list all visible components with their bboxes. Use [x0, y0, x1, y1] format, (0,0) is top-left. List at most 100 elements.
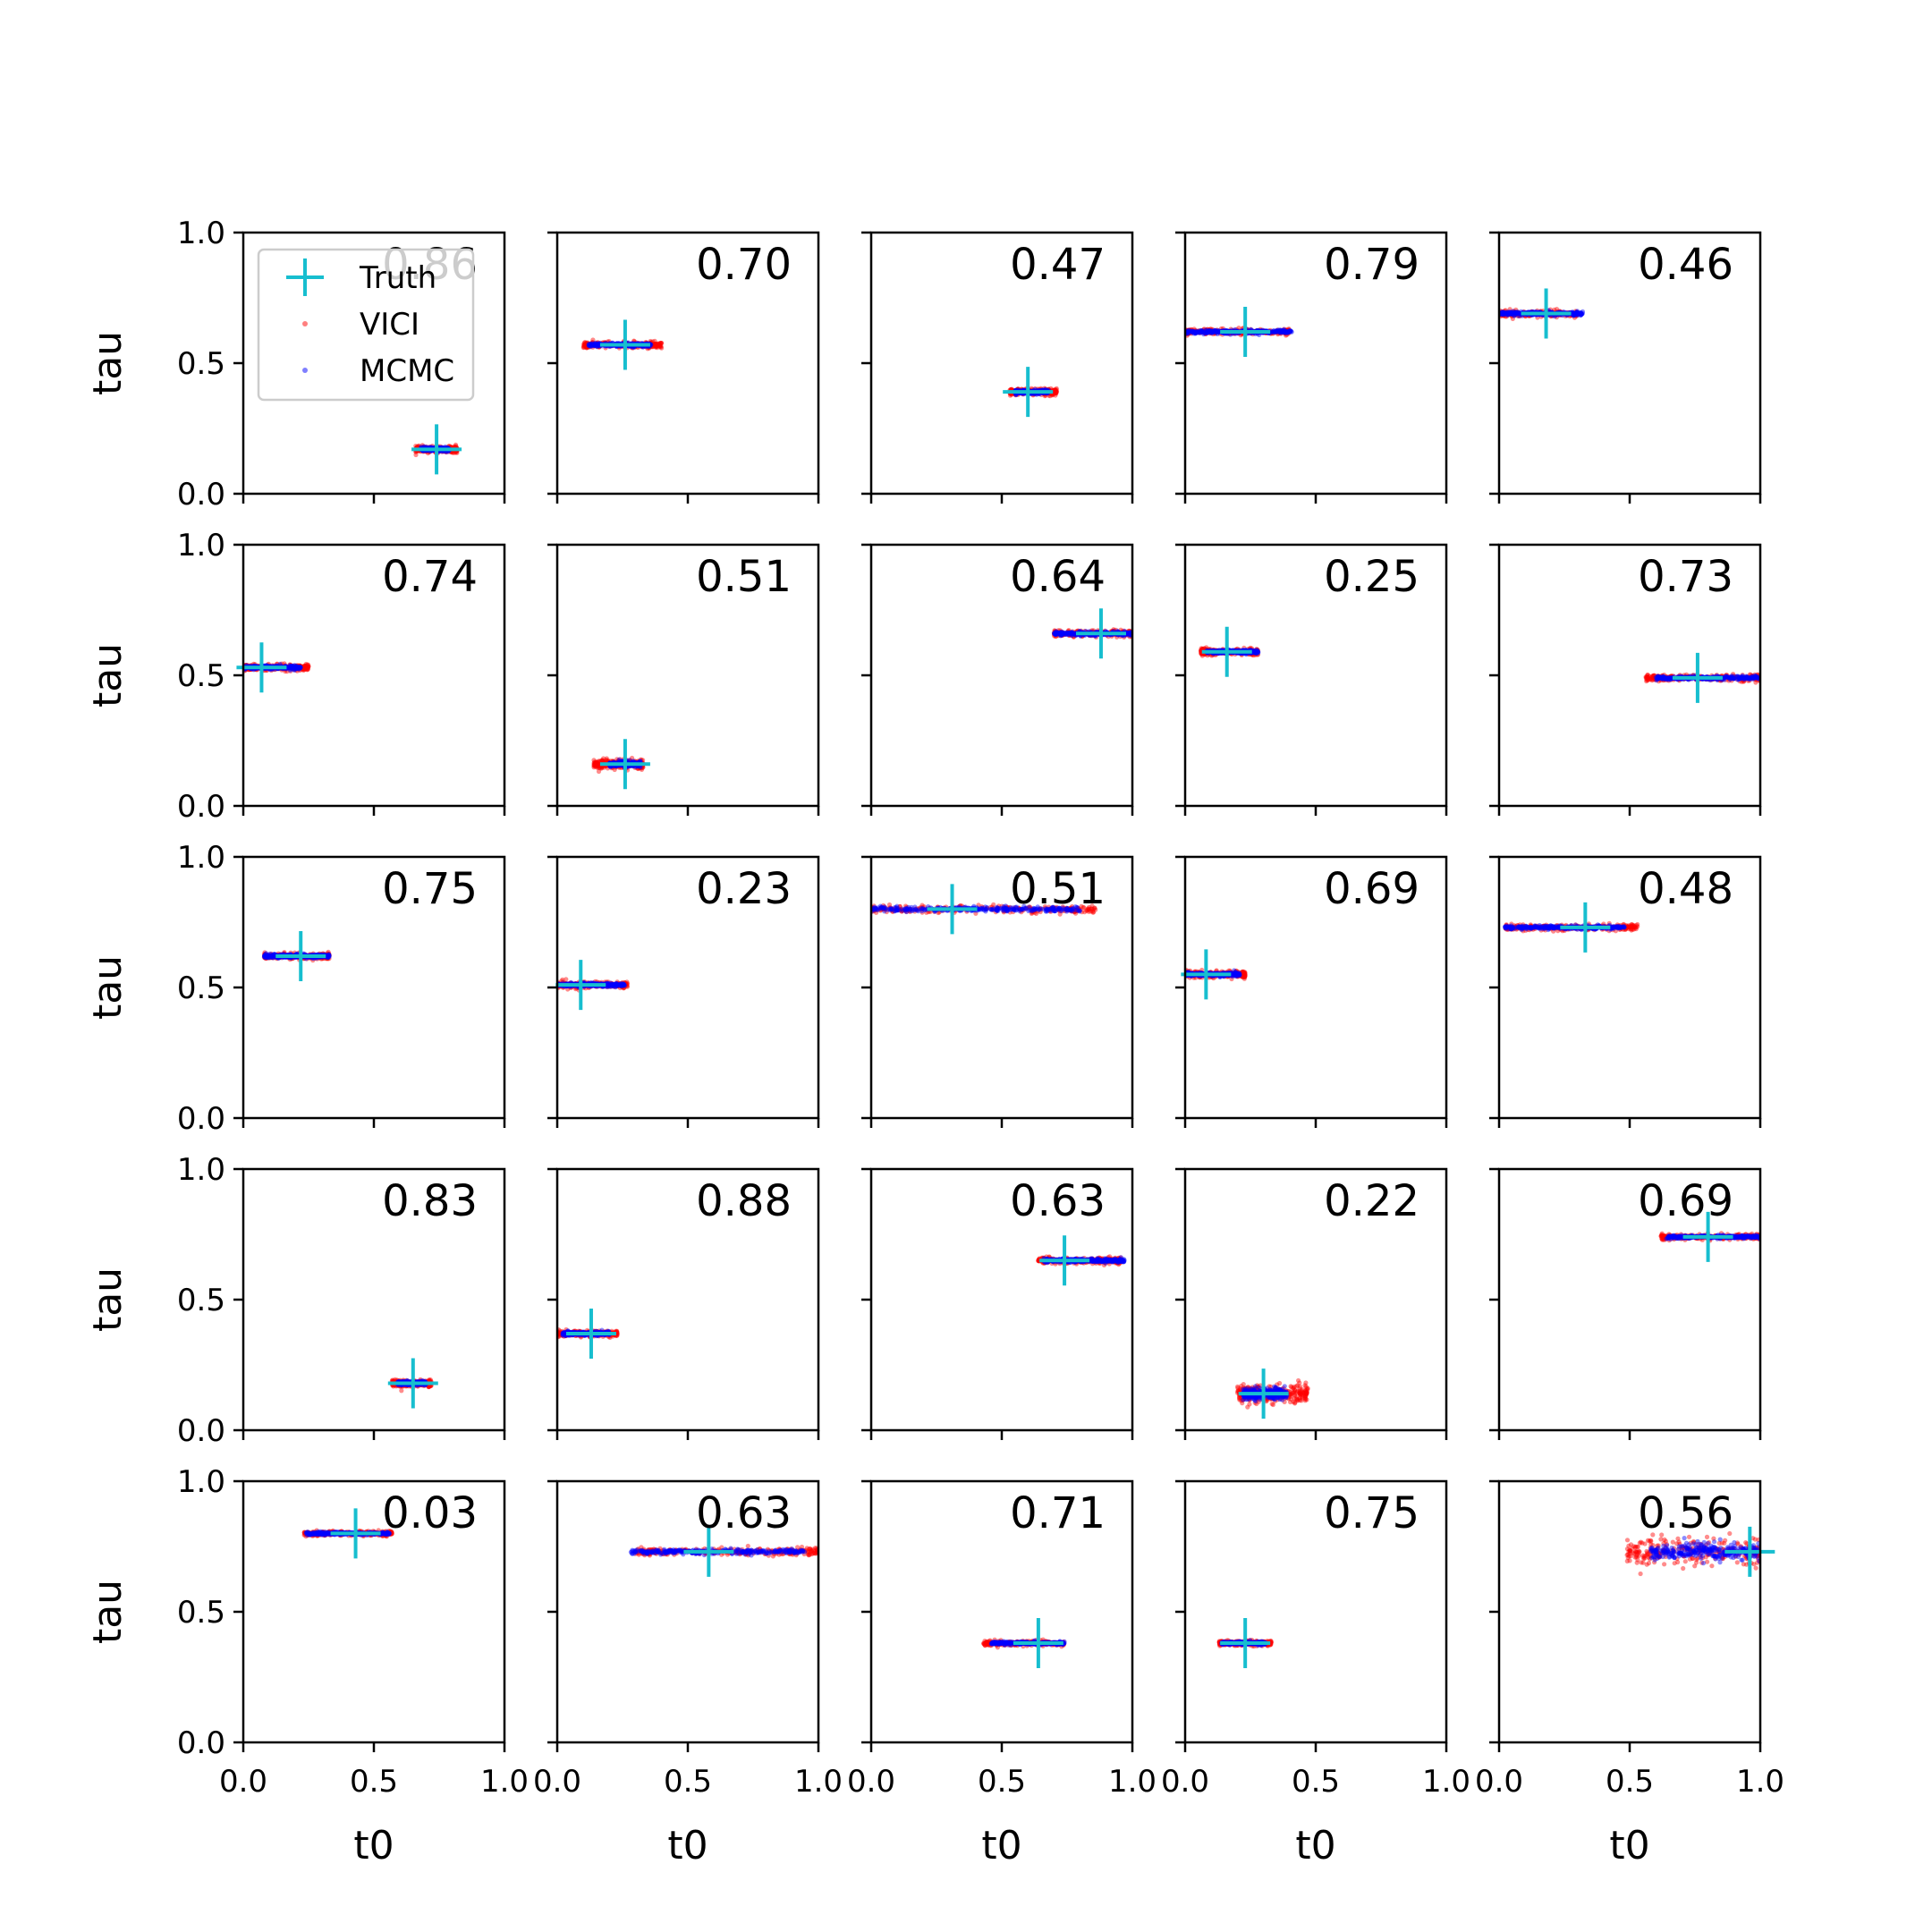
vici-point: [599, 765, 605, 770]
mcmc-point: [1190, 328, 1195, 334]
mcmc-point: [1055, 630, 1061, 636]
vici-point: [1201, 646, 1207, 651]
mcmc-point: [1215, 329, 1220, 335]
vici-point: [1250, 649, 1256, 655]
mcmc-point: [1505, 312, 1511, 318]
vici-point: [1238, 333, 1243, 338]
vici-point: [582, 340, 588, 345]
mcmc-point: [1195, 329, 1200, 335]
mcmc-point: [1276, 329, 1282, 335]
vici-point: [1015, 386, 1021, 392]
vici-point: [297, 665, 302, 671]
mcmc-point: [1067, 631, 1072, 636]
vici-point: [1507, 309, 1513, 315]
vici-point: [1007, 393, 1013, 398]
vici-point: [1200, 328, 1206, 334]
vici-point: [1043, 386, 1048, 392]
vici-point: [1199, 646, 1205, 652]
mcmc-point: [1204, 329, 1209, 335]
mcmc-point: [1126, 631, 1131, 637]
mcmc-point: [1278, 330, 1284, 335]
vici-point: [596, 343, 601, 349]
mcmc-point: [1513, 311, 1519, 317]
vici-point: [1254, 649, 1259, 655]
vici-point: [1211, 328, 1216, 334]
vici-point: [1066, 628, 1072, 633]
vici-point: [1053, 393, 1058, 398]
vici-point: [591, 762, 597, 768]
vici-point: [1574, 313, 1580, 318]
mcmc-point: [1571, 311, 1576, 317]
vici-point: [291, 664, 296, 669]
vici-point: [1513, 312, 1519, 318]
mcmc-point: [1506, 310, 1513, 316]
vici-point: [635, 758, 640, 764]
vici-point: [453, 442, 459, 447]
mcmc-point: [1499, 311, 1504, 317]
mcmc-point: [1499, 310, 1505, 317]
vici-point: [1210, 652, 1216, 657]
vici-point: [619, 765, 624, 771]
vici-point: [582, 343, 589, 348]
vici-point: [586, 343, 591, 348]
vici-point: [1255, 648, 1260, 654]
vici-point: [1053, 630, 1058, 635]
vici-point: [1068, 632, 1073, 638]
mcmc-point: [1574, 310, 1580, 316]
mcmc-point: [1278, 330, 1284, 335]
mcmc-point: [1201, 330, 1207, 335]
mcmc-point: [1579, 311, 1584, 317]
mcmc-point: [1272, 329, 1278, 335]
mcmc-point: [1278, 327, 1284, 333]
vici-point: [1513, 309, 1518, 315]
mcmc-point: [588, 342, 593, 347]
vici-point: [1053, 630, 1058, 635]
vici-point: [1504, 309, 1511, 315]
mcmc-point: [1186, 331, 1191, 336]
vici-point: [303, 664, 309, 669]
mcmc-point: [1275, 329, 1281, 335]
vici-point: [1124, 632, 1131, 638]
vici-point: [650, 343, 656, 349]
vici-point: [1188, 326, 1194, 332]
mcmc-point: [1214, 330, 1219, 335]
mcmc-point: [1125, 631, 1131, 636]
vici-point: [305, 662, 311, 667]
mcmc-point: [1501, 311, 1506, 317]
vici-point: [1503, 310, 1508, 316]
vici-point: [451, 450, 456, 455]
vici-point: [1251, 648, 1257, 654]
vici-point: [295, 663, 301, 668]
vici-point: [1547, 307, 1553, 312]
mcmc-point: [1571, 313, 1576, 318]
vici-point: [590, 343, 596, 348]
mcmc-point: [1271, 328, 1276, 334]
vici-point: [592, 763, 597, 768]
mcmc-point: [1500, 310, 1505, 316]
mcmc-point: [298, 665, 303, 671]
mcmc-point: [1281, 329, 1286, 335]
vici-point: [593, 759, 598, 765]
mcmc-point: [1508, 311, 1513, 317]
vici-point: [1207, 327, 1212, 333]
vici-point: [1060, 632, 1065, 638]
vici-point: [1213, 329, 1218, 335]
mcmc-point: [295, 665, 301, 671]
mcmc-point: [616, 757, 622, 762]
vici-point: [1275, 332, 1281, 337]
vici-point: [1207, 328, 1212, 335]
vici-point: [1185, 330, 1191, 335]
mcmc-point: [594, 343, 600, 349]
mcmc-point: [293, 664, 299, 670]
mcmc-point: [1207, 328, 1212, 334]
vici-point: [1058, 629, 1063, 634]
vici-point: [1509, 311, 1514, 317]
vici-point: [1216, 328, 1221, 335]
vici-point: [1209, 327, 1215, 333]
vici-point: [301, 665, 307, 670]
mcmc-point: [1064, 631, 1070, 637]
vici-point: [1057, 631, 1063, 636]
mcmc-point: [1059, 631, 1064, 638]
mcmc-point: [589, 341, 595, 346]
vici-point: [1050, 393, 1055, 398]
